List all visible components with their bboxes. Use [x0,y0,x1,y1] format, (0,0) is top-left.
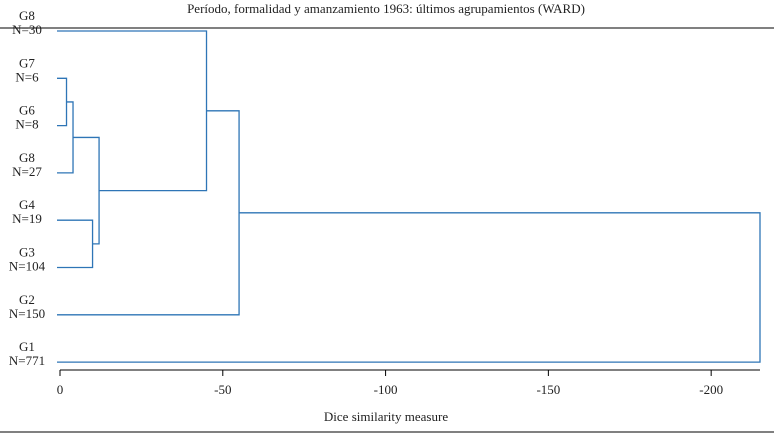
leaf-count: N=19 [12,211,42,226]
leaf-count: N=771 [9,353,45,368]
dendrogram-link [73,136,100,245]
x-axis-label: Dice similarity measure [324,409,448,424]
dendrogram-link [57,219,94,269]
dendrogram-link [57,110,240,316]
leaf-label: G1 [19,339,35,354]
leaf-label: G6 [19,103,35,118]
leaf-count: N=30 [12,22,42,37]
dendrogram-link [57,30,208,192]
chart-title: Período, formalidad y amanzamiento 1963:… [187,1,585,16]
x-tick-label: -200 [699,382,723,397]
leaf-count: N=8 [15,117,38,132]
x-tick-label: -50 [214,382,231,397]
leaf-count: N=6 [15,69,39,84]
dendrogram-link [57,77,68,127]
leaf-label: G2 [19,292,35,307]
x-tick-label: -100 [374,382,398,397]
leaf-label: G3 [19,244,35,259]
dendrogram-link [57,101,74,174]
leaf-label: G8 [19,8,35,23]
leaf-label: G7 [19,55,35,70]
leaf-label: G8 [19,150,35,165]
leaf-count: N=27 [12,164,42,179]
leaf-label: G4 [19,197,35,212]
x-tick-label: 0 [57,382,64,397]
leaf-count: N=150 [9,306,45,321]
x-tick-label: -150 [536,382,560,397]
dendrogram-link [57,212,761,363]
leaf-count: N=104 [9,258,46,273]
